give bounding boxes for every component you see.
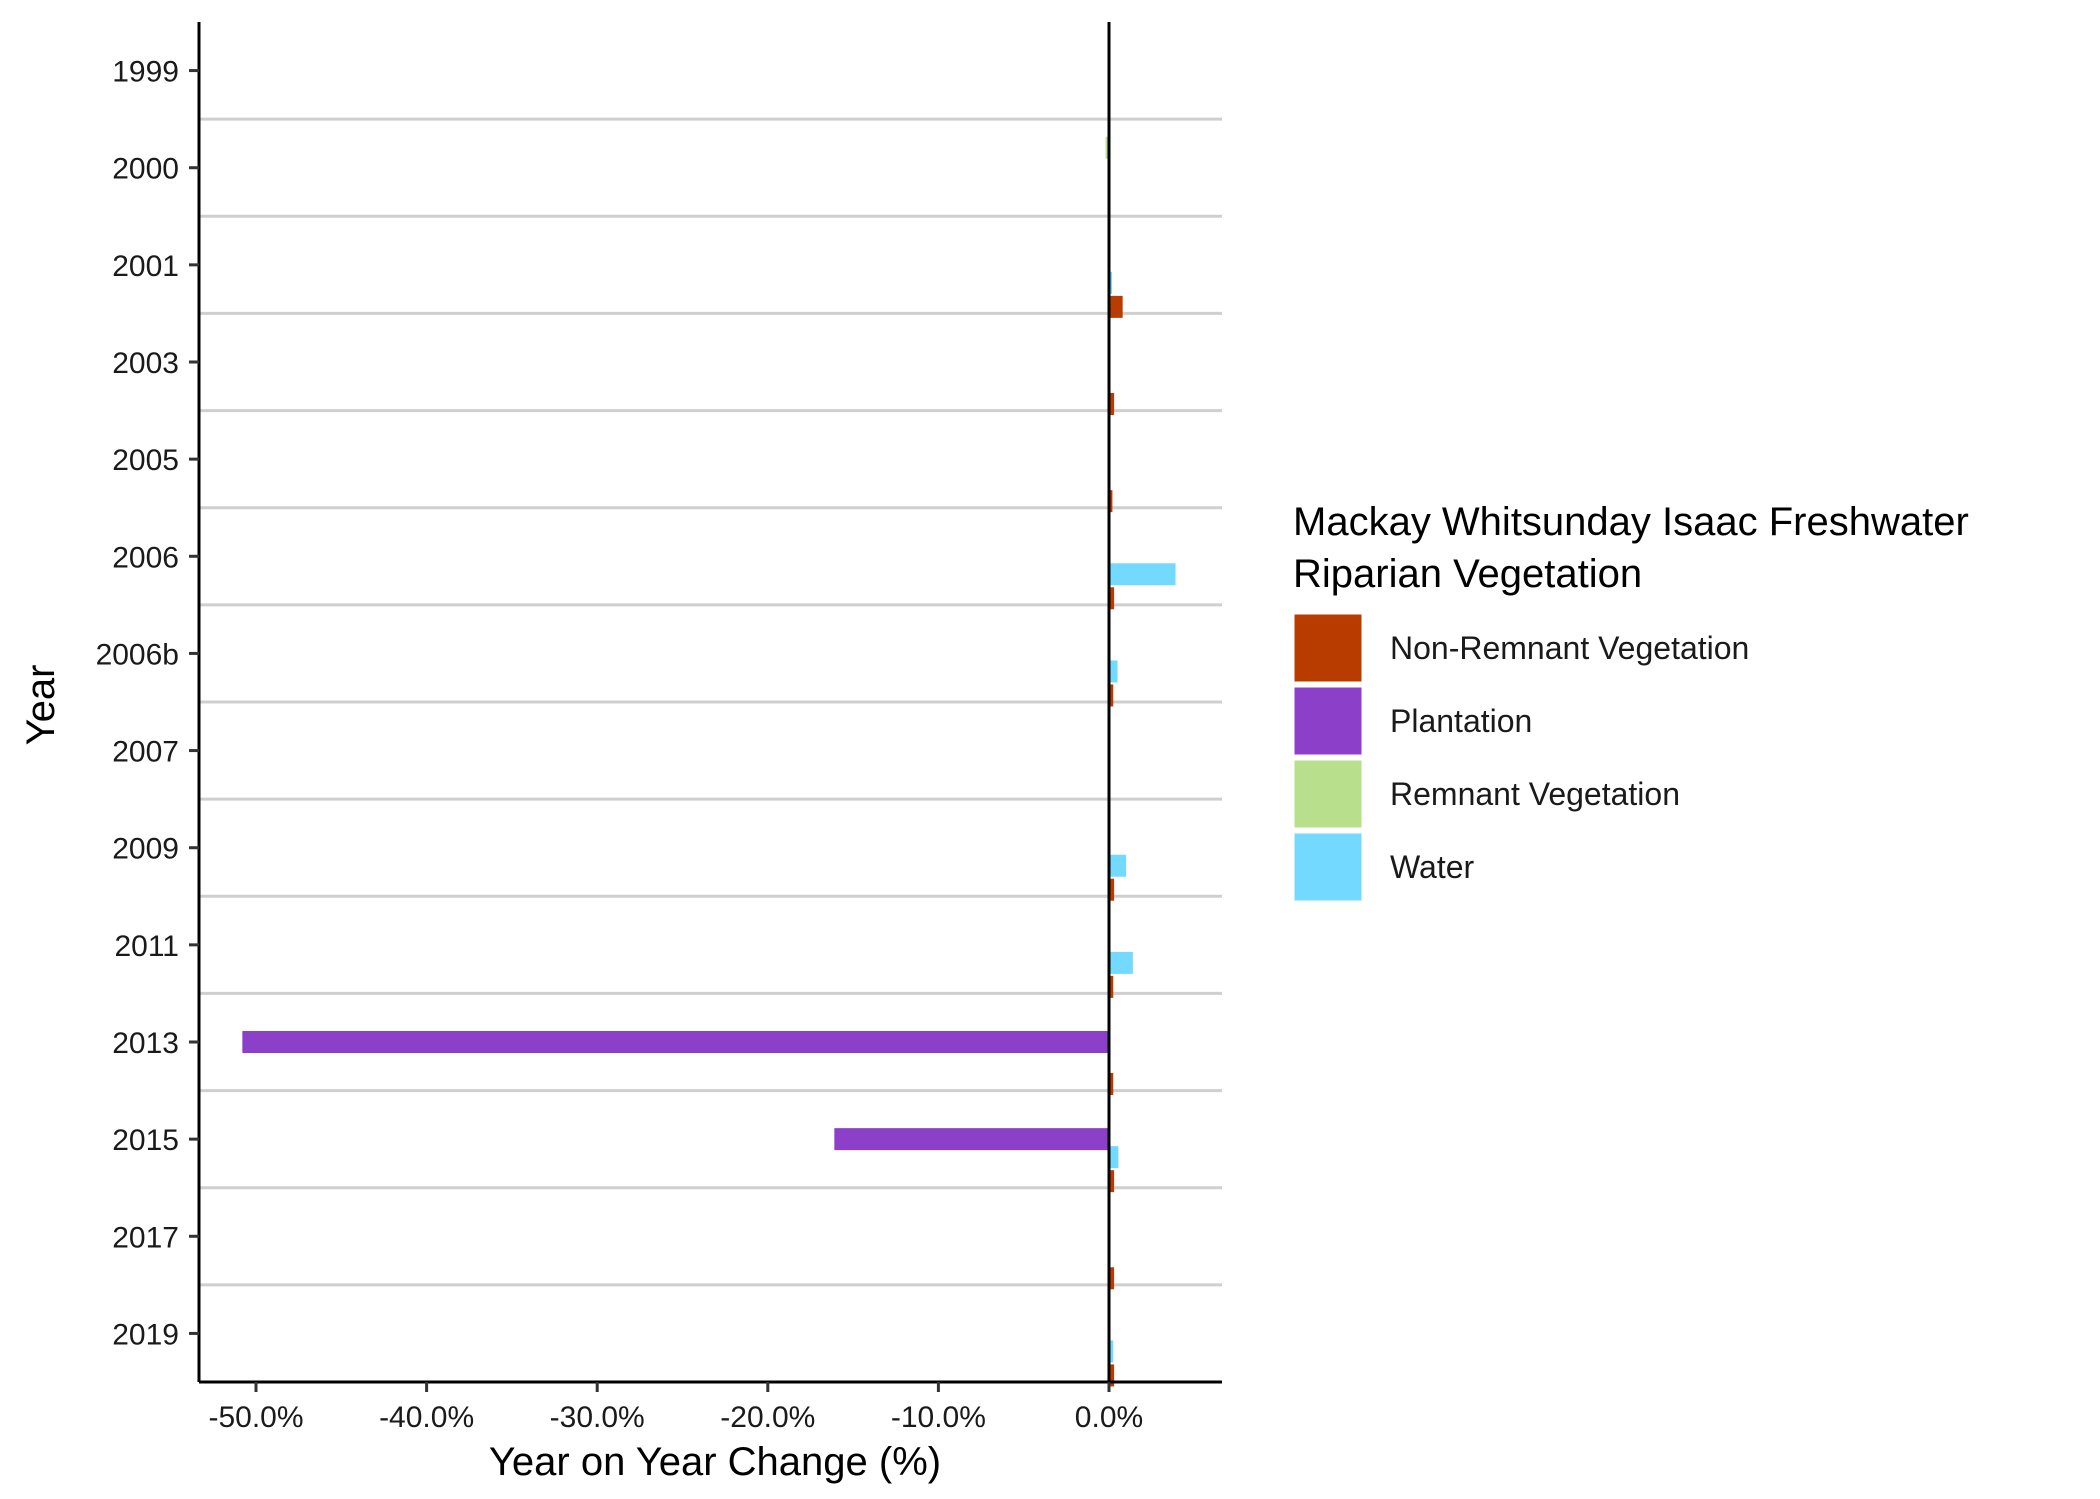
y-tick-label: 2000 (112, 153, 179, 186)
y-axis-title: Year (19, 665, 63, 746)
x-tick-label: -10.0% (891, 1401, 986, 1434)
legend-swatch (1291, 611, 1365, 685)
bars (242, 136, 1176, 1387)
grid-lines (199, 117, 1222, 1287)
y-tick-label: 1999 (112, 56, 179, 89)
legend-title-line-2: Riparian Vegetation (1293, 552, 1642, 596)
x-tick-label: -20.0% (720, 1401, 815, 1434)
x-tick-labels: -50.0% -40.0% -30.0% -20.0% -10.0% 0.0% (208, 1382, 1143, 1434)
bar (834, 1128, 1109, 1151)
y-tick-label: 2005 (112, 444, 179, 477)
bar (1105, 136, 1109, 159)
y-tick-label: 2006b (96, 638, 179, 671)
bar (1109, 563, 1176, 586)
bar (1109, 660, 1118, 683)
y-tick-label: 2006 (112, 541, 179, 574)
bar (1109, 1170, 1115, 1193)
x-tick-label: 0.0% (1075, 1401, 1143, 1434)
y-tick-label: 2011 (114, 930, 179, 963)
legend-items: Non-Remnant Vegetation Plantation Remnant … (1291, 611, 1749, 904)
legend-swatch (1291, 830, 1365, 904)
x-tick-label: -40.0% (379, 1401, 474, 1434)
bar (1109, 1364, 1115, 1387)
bar (1109, 295, 1123, 318)
axes (197, 22, 1222, 1384)
bar (242, 1031, 1110, 1053)
bar (1109, 1146, 1119, 1169)
bar (1109, 1267, 1115, 1290)
legend-label: Water (1390, 849, 1475, 885)
legend-label: Remnant Vegetation (1390, 776, 1680, 812)
legend-label: Non-Remnant Vegetation (1390, 630, 1749, 666)
y-tick-label: 2017 (112, 1221, 179, 1254)
legend-swatch (1291, 684, 1365, 758)
bar (1109, 1073, 1114, 1095)
bar (1109, 490, 1113, 513)
bar (1109, 393, 1115, 415)
y-tick-label: 2013 (112, 1027, 179, 1060)
legend: Mackay Whitsunday Isaac Freshwater Ripar… (1291, 500, 1969, 904)
x-axis-title: Year on Year Change (%) (489, 1440, 941, 1484)
y-tick-labels: 1999 2000 2001 2003 2005 2006 2006b 2007 2009 201… (96, 56, 199, 1351)
x-tick-label: -30.0% (550, 1401, 645, 1434)
y-tick-label: 2009 (112, 833, 179, 866)
y-tick-label: 2007 (112, 736, 179, 769)
bar (1109, 951, 1133, 974)
y-tick-label: 2015 (112, 1124, 179, 1157)
bar (1109, 878, 1115, 901)
y-tick-label: 2019 (112, 1318, 179, 1351)
y-tick-label: 2003 (112, 347, 179, 380)
legend-swatch (1291, 757, 1365, 831)
bar (1109, 587, 1115, 610)
bar (1109, 854, 1127, 877)
bar (1109, 684, 1114, 707)
y-tick-label: 2001 (112, 250, 179, 283)
legend-label: Plantation (1390, 703, 1532, 739)
bar (1109, 975, 1114, 998)
x-tick-label: -50.0% (208, 1401, 303, 1434)
legend-title-line-1: Mackay Whitsunday Isaac Freshwater (1293, 500, 1969, 544)
bar (1109, 1340, 1114, 1363)
